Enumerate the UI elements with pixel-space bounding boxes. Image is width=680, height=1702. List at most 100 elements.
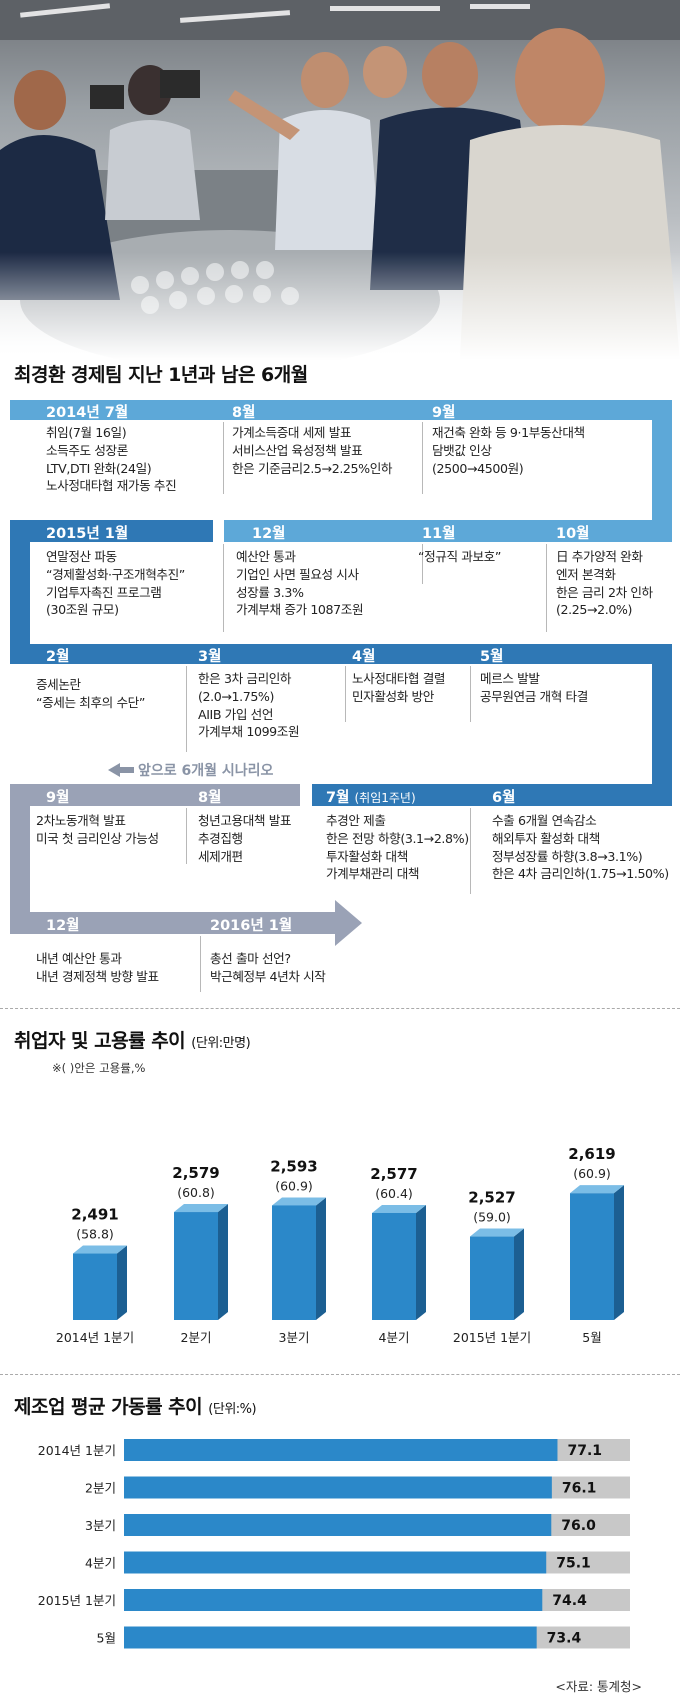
event-items: 취임(7월 16일) 소득주도 성장론 LTV,DTI 완화(24일) 노사정대타협… bbox=[46, 425, 177, 494]
event-items: 청년고용대책 발표 추경집행 세제개편 bbox=[198, 813, 292, 864]
employment-bar-top bbox=[470, 1228, 524, 1237]
event-items: 연말정산 파동 “경제활성화·구조개혁추진” 기업투자촉진 프로그램 (30조원 규… bbox=[46, 549, 185, 618]
event-month: 7월 (취임1주년) bbox=[326, 786, 416, 807]
employment-title: 취업자 및 고용률 추이 (단위:만명) bbox=[14, 1026, 251, 1053]
event-items: 내년 예산안 통과 내년 경제정책 방향 발표 bbox=[36, 951, 159, 984]
event-month-label: 7월 bbox=[326, 790, 350, 806]
event-items: 증세논란 “증세는 최후의 수단” bbox=[36, 677, 145, 710]
event-month: 10월 bbox=[556, 526, 590, 542]
employment-rate-label: (60.9) bbox=[275, 1178, 313, 1193]
utilization-category-label: 5월 bbox=[97, 1631, 116, 1646]
utilization-category-label: 2014년 1분기 bbox=[38, 1443, 116, 1458]
source-credit: <자료: 통계청> bbox=[555, 1679, 642, 1694]
section-divider bbox=[0, 1374, 680, 1375]
event-month: 11월 bbox=[422, 526, 456, 542]
event-month: 9월 bbox=[432, 405, 456, 421]
utilization-category-label: 3분기 bbox=[85, 1518, 116, 1533]
employment-category-label: 2분기 bbox=[181, 1330, 212, 1345]
utilization-title-text: 제조업 평균 가동률 추이 bbox=[14, 1396, 203, 1418]
utilization-value-label: 77.1 bbox=[567, 1443, 602, 1459]
utilization-title: 제조업 평균 가동률 추이 (단위:%) bbox=[14, 1392, 257, 1419]
event-items: 가계소득증대 세제 발표 서비스산업 육성정책 발표 한은 기준금리2.5→2.2… bbox=[232, 425, 393, 476]
employment-bar-side bbox=[416, 1204, 426, 1320]
divider bbox=[223, 544, 224, 632]
event-month: 3월 bbox=[198, 649, 222, 665]
event-month: 2월 bbox=[46, 649, 70, 665]
employment-value-label: 2,527 bbox=[468, 1189, 515, 1207]
employment-bar bbox=[570, 1193, 614, 1320]
employment-bar-top bbox=[372, 1204, 426, 1213]
event-month: 12월 bbox=[46, 918, 80, 934]
employment-bar-side bbox=[218, 1204, 228, 1320]
event-items: 2차노동개혁 발표 미국 첫 금리인상 가능성 bbox=[36, 813, 159, 846]
event-month: 6월 bbox=[492, 790, 516, 806]
event-items: 재건축 완화 등 9·1부동산대책 담뱃값 인상 (2500→4500원) bbox=[432, 425, 585, 476]
employment-rate-label: (60.8) bbox=[177, 1185, 215, 1200]
event-month: 12월 bbox=[252, 526, 286, 542]
event-month: 2016년 1월 bbox=[210, 918, 293, 934]
employment-note: ※( )안은 고용률,% bbox=[52, 1061, 146, 1075]
event-month-note: (취임1주년) bbox=[354, 791, 416, 805]
employment-category-label: 2014년 1분기 bbox=[56, 1330, 134, 1345]
employment-category-label: 4분기 bbox=[379, 1330, 410, 1345]
event-items: 메르스 발발 공무원연금 개혁 타결 bbox=[480, 671, 588, 704]
event-month: 8월 bbox=[198, 790, 222, 806]
utilization-value-label: 76.0 bbox=[561, 1518, 596, 1534]
timeline-band-graphic bbox=[10, 400, 672, 946]
event-items: 추경안 제출 한은 전망 하향(3.1→2.8%) 투자활성화 대책 가계부채관리 … bbox=[326, 813, 469, 882]
utilization-bar bbox=[124, 1514, 552, 1536]
utilization-bar bbox=[124, 1589, 543, 1611]
utilization-bar bbox=[124, 1551, 547, 1574]
utilization-value-label: 74.4 bbox=[552, 1593, 587, 1609]
utilization-value-label: 76.1 bbox=[562, 1481, 597, 1497]
event-items: 총선 출마 선언? 박근혜정부 4년차 시작 bbox=[210, 951, 326, 984]
divider bbox=[546, 544, 547, 632]
utilization-bar bbox=[124, 1439, 558, 1461]
employment-category-label: 3분기 bbox=[279, 1330, 310, 1345]
employment-bar-top bbox=[174, 1204, 228, 1213]
event-items: 예산안 통과 기업인 사면 필요성 시사 성장률 3.3% 가계부채 증가 1087… bbox=[236, 549, 364, 618]
utilization-chart: 77.1 2014년 1분기 76.1 2분기 76.0 3분기 75.1 4분기 74.4 20… bbox=[38, 1439, 630, 1649]
employment-bar-side bbox=[614, 1185, 624, 1320]
event-items: 노사정대타협 결렬 민자활성화 방안 bbox=[352, 671, 446, 704]
employment-bar-top bbox=[73, 1245, 127, 1254]
employment-rate-label: (60.4) bbox=[375, 1186, 413, 1201]
employment-bar-top bbox=[570, 1185, 624, 1194]
divider bbox=[470, 666, 471, 722]
employment-value-label: 2,593 bbox=[270, 1157, 317, 1175]
employment-title-text: 취업자 및 고용률 추이 bbox=[14, 1030, 186, 1052]
utilization-category-label: 2015년 1분기 bbox=[38, 1593, 116, 1608]
divider bbox=[422, 422, 423, 494]
employment-chart: 2,491 (58.8) 2,579 (60.8) 2,593 (60.9) 2,577 (6… bbox=[56, 1145, 624, 1345]
employment-value-label: 2,619 bbox=[568, 1145, 615, 1163]
event-items: “정규직 과보호” bbox=[418, 549, 501, 564]
employment-bar-side bbox=[514, 1228, 524, 1320]
utilization-value-label: 75.1 bbox=[556, 1556, 591, 1572]
event-month: 5월 bbox=[480, 649, 504, 665]
employment-unit: (단위:만명) bbox=[191, 1036, 251, 1051]
utilization-unit: (단위:%) bbox=[208, 1402, 257, 1417]
employment-value-label: 2,491 bbox=[71, 1206, 118, 1224]
scenario-label: 앞으로 6개월 시나리오 bbox=[138, 763, 274, 779]
employment-rate-label: (60.9) bbox=[573, 1166, 611, 1181]
event-items: 수출 6개월 연속감소 해외투자 활성화 대책 정부성장률 하향(3.8→3.1%… bbox=[492, 813, 669, 882]
event-month: 4월 bbox=[352, 649, 376, 665]
utilization-bar bbox=[124, 1626, 537, 1649]
employment-bar bbox=[174, 1212, 218, 1320]
utilization-bar bbox=[124, 1476, 552, 1499]
section-divider bbox=[0, 1008, 680, 1009]
event-items: 한은 3차 금리인하 (2.0→1.75%) AIIB 가입 선언 가계부채 109… bbox=[198, 671, 300, 740]
factory-visit-photo bbox=[0, 0, 680, 360]
event-items: 日 추가양적 완화 엔저 본격화 한은 금리 2차 인하 (2.25→2.0%) bbox=[556, 549, 653, 618]
utilization-value-label: 73.4 bbox=[547, 1631, 582, 1647]
divider bbox=[470, 808, 471, 894]
event-month: 2014년 7월 bbox=[46, 405, 129, 421]
divider bbox=[422, 544, 423, 584]
employment-bar-side bbox=[117, 1245, 127, 1320]
employment-category-label: 5월 bbox=[582, 1330, 601, 1345]
employment-value-label: 2,577 bbox=[370, 1165, 417, 1183]
divider bbox=[200, 936, 201, 992]
employment-bar bbox=[272, 1205, 316, 1320]
event-month: 2015년 1월 bbox=[46, 526, 129, 542]
